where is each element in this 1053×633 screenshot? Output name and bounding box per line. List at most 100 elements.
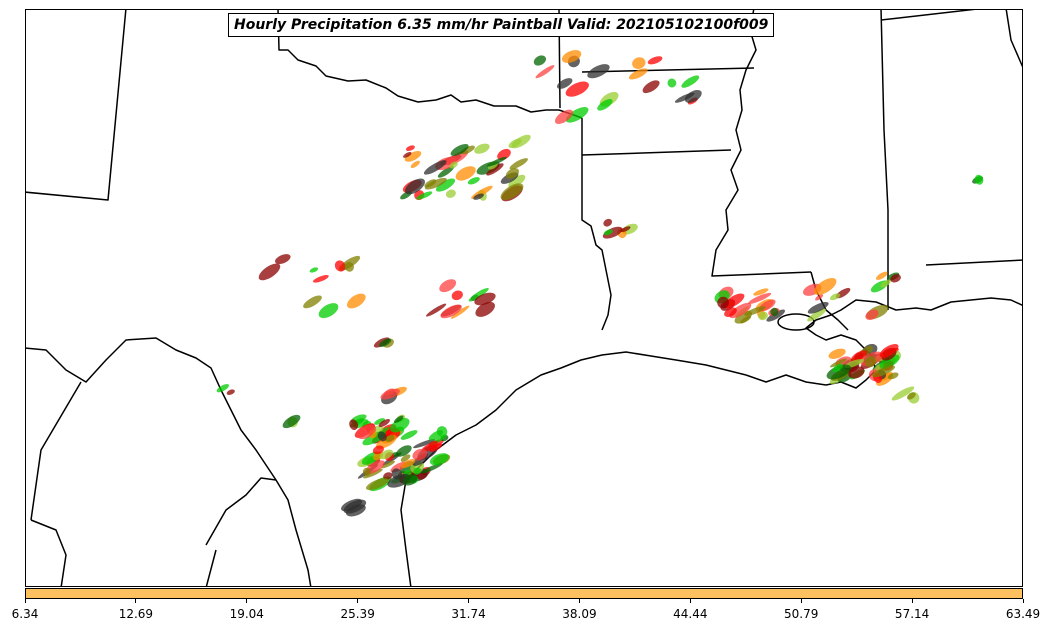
colorbar-tick — [689, 599, 691, 603]
colorbar-tick-label: 57.14 — [894, 607, 930, 621]
precip-paintball — [509, 158, 528, 170]
precip-paintball — [467, 177, 480, 185]
state-border-ms-al — [880, 10, 889, 310]
plot-title: Hourly Precipitation 6.35 mm/hr Paintbal… — [228, 13, 775, 37]
precip-paintball — [890, 274, 901, 283]
precip-paintball — [535, 65, 555, 79]
precip-paintball — [511, 134, 531, 149]
precip-paintball — [405, 178, 425, 195]
precip-paintball — [807, 308, 827, 322]
precip-paintball — [460, 145, 475, 155]
precip-paintball — [425, 303, 447, 317]
precip-paintball — [313, 274, 329, 283]
colorbar-tick-label: 31.74 — [451, 607, 486, 621]
precip-paintball — [440, 304, 462, 319]
precip-paintball — [450, 305, 470, 319]
map-boundaries — [26, 10, 1022, 586]
precip-paintball — [620, 226, 631, 233]
precip-paintball — [832, 363, 844, 373]
precip-paintball — [826, 364, 852, 380]
precip-paintball — [875, 271, 888, 280]
state-border-ar-la — [581, 149, 732, 156]
precip-paintball — [420, 463, 443, 474]
colorbar-tick — [357, 599, 359, 603]
colorbar-tick — [578, 599, 580, 603]
colorbar-tick — [800, 599, 802, 603]
colorbar-tick — [246, 599, 248, 603]
precip-paintball — [404, 151, 422, 162]
precip-paintball — [807, 301, 829, 314]
precip-paintball — [813, 278, 837, 295]
precip-paintball — [377, 431, 387, 442]
precip-paintball — [497, 148, 511, 161]
precip-paintball — [758, 311, 768, 321]
precip-paintball — [429, 453, 449, 466]
precip-paintball — [597, 99, 613, 111]
precip-paintball — [848, 366, 865, 379]
precip-paintball — [405, 145, 415, 152]
precip-paintball — [505, 168, 519, 179]
precip-paintball — [906, 392, 916, 400]
precip-paintball — [385, 434, 395, 443]
colorbar-tick — [911, 599, 913, 603]
precip-paintball — [891, 386, 915, 401]
precip-paintball — [748, 292, 772, 304]
precip-paintball — [632, 57, 646, 69]
lake-pontchartrain — [777, 313, 815, 331]
precip-paintball — [770, 307, 779, 316]
precip-paintball — [647, 56, 663, 65]
precip-paintball — [744, 306, 766, 316]
precip-paintball — [344, 262, 354, 272]
precip-paintball — [561, 50, 582, 63]
precip-paintball — [455, 166, 476, 181]
precip-paintball — [864, 356, 877, 368]
precip-paintball — [396, 445, 412, 457]
precip-paintball — [449, 161, 458, 169]
precip-paintball — [226, 389, 235, 395]
state-border-ar-mo — [581, 67, 755, 73]
precip-paintball — [423, 160, 447, 175]
colorbar-tick — [1022, 599, 1024, 603]
precip-paintball — [435, 178, 456, 192]
precip-paintball — [424, 179, 437, 188]
precip-blobs — [216, 50, 984, 517]
precip-paintball — [603, 229, 613, 236]
colorbar-tick-label: 25.39 — [340, 607, 375, 621]
precip-paintball — [474, 143, 490, 154]
state-border-tn-south — [880, 10, 976, 21]
precip-paintball — [865, 309, 879, 321]
colorbar-tick-label: 12.69 — [118, 607, 154, 621]
precip-paintball — [717, 296, 729, 309]
precip-paintball — [451, 290, 463, 301]
precip-paintball — [603, 218, 613, 227]
precip-paintball — [468, 287, 489, 302]
precip-paintball — [473, 193, 484, 200]
precip-paintball — [729, 302, 752, 319]
colorbar-tick-label: 50.79 — [784, 607, 819, 621]
precip-paintball — [642, 80, 660, 94]
precip-paintball — [450, 144, 469, 156]
precip-paintball — [282, 414, 301, 429]
precip-paintball — [258, 263, 281, 281]
precip-paintball — [357, 424, 376, 440]
precip-paintball — [486, 163, 504, 176]
state-border-red-river — [277, 10, 583, 119]
colorbar — [25, 588, 1023, 599]
precip-paintball — [556, 78, 573, 89]
precip-paintball — [681, 75, 700, 88]
precip-paintball — [400, 459, 416, 468]
precip-paintball — [500, 183, 524, 201]
precip-paintball — [216, 384, 229, 393]
precip-paintball — [436, 426, 448, 437]
precip-paintball — [829, 293, 841, 301]
precip-paintball — [974, 174, 984, 185]
precip-paintball — [393, 415, 404, 423]
precip-paintball — [887, 372, 899, 380]
colorbar-tick-label: 19.04 — [229, 607, 264, 621]
precip-paintball — [303, 295, 322, 309]
precip-paintball — [828, 348, 846, 359]
precip-paintball — [829, 358, 847, 368]
precip-paintball — [417, 471, 428, 480]
precip-paintball — [474, 292, 496, 306]
map-canvas — [26, 10, 1022, 586]
